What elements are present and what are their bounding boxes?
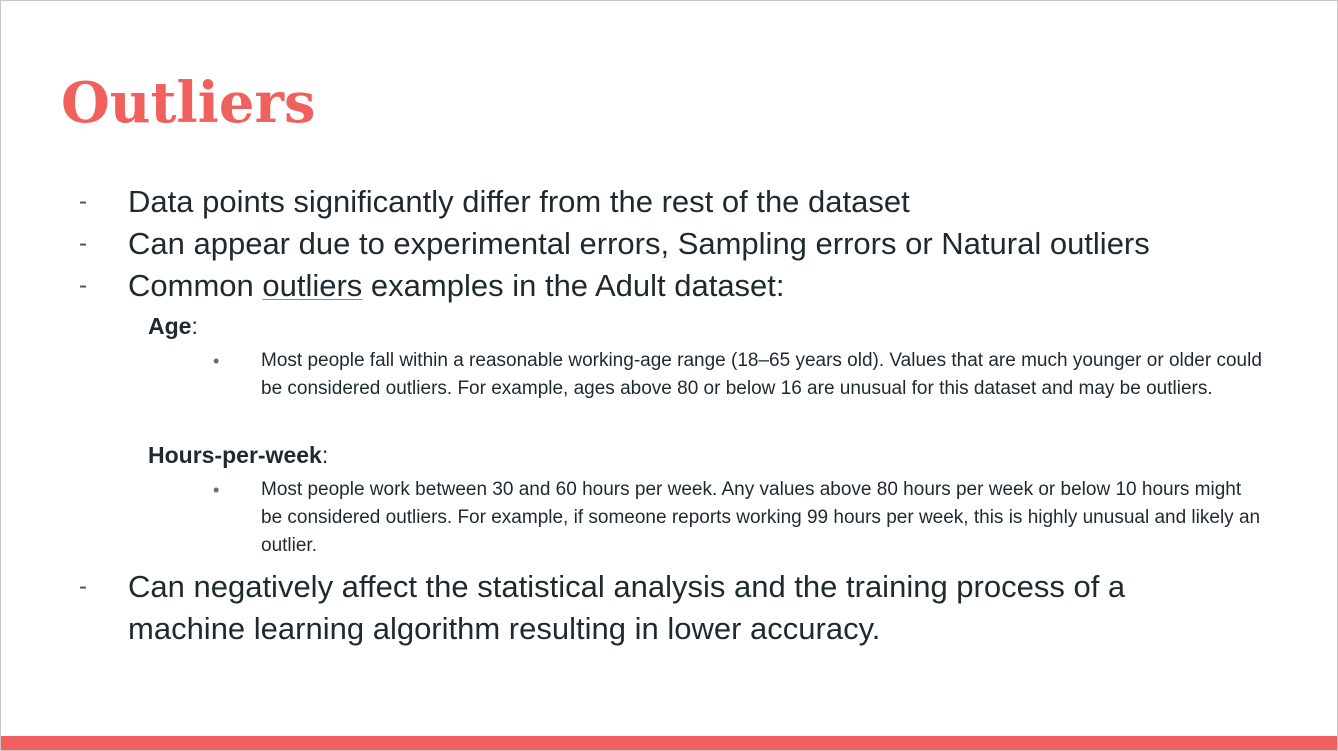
hours-heading: Hours-per-week:: [1, 440, 1337, 470]
hours-label: Hours-per-week: [148, 442, 322, 468]
point-text: Can negatively affect the statistical an…: [128, 569, 1126, 646]
hours-text: Most people work between 30 and 60 hours…: [261, 479, 1261, 556]
age-heading: Age:: [1, 311, 1337, 341]
common-prefix: Common: [128, 268, 263, 303]
dash-marker: -: [79, 272, 87, 299]
accent-bar: [1, 736, 1337, 750]
age-colon: :: [191, 313, 198, 339]
age-bullet: • Most people fall within a reasonable w…: [1, 347, 1337, 403]
common-suffix: examples in the Adult dataset:: [362, 268, 785, 303]
hours-colon: :: [321, 442, 329, 468]
dash-marker: -: [79, 230, 87, 257]
list-item: - Can negatively affect the statistical …: [1, 566, 1337, 650]
dash-marker: -: [79, 573, 87, 600]
hours-bullet: • Most people work between 30 and 60 hou…: [1, 476, 1337, 560]
age-text: Most people fall within a reasonable wor…: [261, 350, 1262, 399]
slide-body: - Data points significantly differ from …: [1, 181, 1337, 650]
bullet-marker: •: [213, 480, 220, 500]
list-item: - Can appear due to experimental errors,…: [1, 223, 1337, 265]
spacer: [1, 403, 1337, 436]
outliers-link: outliers: [262, 268, 363, 303]
list-item: - Data points significantly differ from …: [1, 181, 1337, 223]
point-text: Can appear due to experimental errors, S…: [128, 226, 1150, 261]
point-text: Data points significantly differ from th…: [128, 184, 910, 219]
list-item: - Common outliers examples in the Adult …: [1, 265, 1337, 307]
slide-title: Outliers: [61, 70, 316, 136]
bullet-marker: •: [213, 351, 220, 371]
dash-marker: -: [79, 188, 87, 215]
age-label: Age: [148, 313, 192, 339]
